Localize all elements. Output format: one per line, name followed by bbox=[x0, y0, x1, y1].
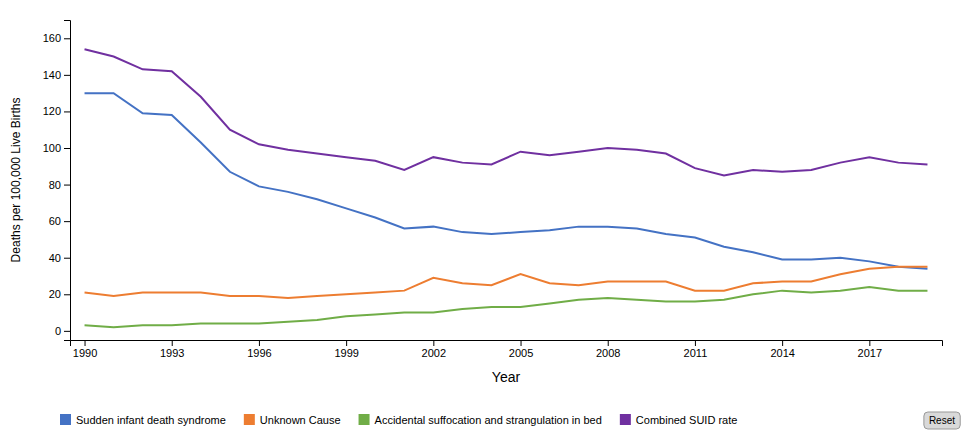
y-axis-line bbox=[64, 21, 71, 341]
x-axis-line bbox=[71, 341, 943, 347]
y-tick-mark bbox=[64, 258, 70, 259]
legend-item: Sudden infant death syndrome bbox=[60, 414, 226, 426]
x-tick: 1990 bbox=[73, 340, 97, 359]
legend-label: Combined SUID rate bbox=[636, 414, 738, 426]
y-tick-label: 40 bbox=[49, 252, 61, 264]
legend-item: Combined SUID rate bbox=[620, 414, 738, 426]
y-tick-mark bbox=[64, 148, 70, 149]
legend: Sudden infant death syndrome Unknown Caus… bbox=[60, 414, 737, 426]
x-axis: 1990 1993 1996 1999 2002 2005 2008 2011 2014 2017 bbox=[71, 340, 943, 359]
y-tick-mark bbox=[64, 38, 70, 39]
legend-item: Unknown Cause bbox=[244, 414, 341, 426]
y-tick: 160 bbox=[43, 32, 70, 44]
y-tick-label: 60 bbox=[49, 215, 61, 227]
y-tick: 100 bbox=[43, 142, 70, 154]
y-tick-label: 140 bbox=[43, 69, 61, 81]
x-tick-label: 2011 bbox=[684, 347, 708, 359]
y-tick-label: 120 bbox=[43, 105, 61, 117]
legend-label: Accidental suffocation and strangulation… bbox=[375, 414, 602, 426]
y-tick-label: 160 bbox=[43, 32, 61, 44]
series-group bbox=[85, 49, 928, 327]
y-tick: 140 bbox=[43, 69, 70, 81]
series-line bbox=[85, 287, 928, 327]
x-tick-label: 2005 bbox=[509, 347, 533, 359]
legend-swatch bbox=[60, 414, 71, 425]
series-line bbox=[85, 49, 928, 175]
x-tick: 2014 bbox=[770, 340, 794, 359]
legend-swatch bbox=[244, 414, 255, 425]
y-tick-mark bbox=[64, 111, 70, 112]
x-tick: 2005 bbox=[509, 340, 533, 359]
x-tick-label: 2008 bbox=[596, 347, 620, 359]
chart: 1990 1993 1996 1999 2002 2005 2008 2011 2014 2017… bbox=[0, 0, 967, 440]
y-tick-label: 20 bbox=[49, 288, 61, 300]
y-tick: 20 bbox=[49, 288, 70, 300]
annotation: Reset bbox=[924, 412, 960, 429]
y-tick-label: 0 bbox=[55, 325, 61, 337]
x-tick: 1996 bbox=[247, 340, 271, 359]
x-tick-label: 1999 bbox=[334, 347, 358, 359]
x-tick-mark bbox=[608, 340, 609, 346]
plot: 1990 1993 1996 1999 2002 2005 2008 2011 2014 2017… bbox=[43, 21, 943, 359]
x-tick-mark bbox=[433, 340, 434, 346]
x-tick-mark bbox=[172, 340, 173, 346]
y-axis-title: Deaths per 100,000 Live Births bbox=[9, 98, 23, 263]
x-tick-mark bbox=[782, 340, 783, 346]
legend-swatch bbox=[359, 414, 370, 425]
y-tick: 120 bbox=[43, 105, 70, 117]
x-tick: 1999 bbox=[334, 340, 358, 359]
y-axis: 0 20 40 60 80 100 120 140 160 bbox=[43, 21, 71, 341]
legend-item: Accidental suffocation and strangulation… bbox=[359, 414, 602, 426]
y-tick-label: 100 bbox=[43, 142, 61, 154]
y-tick: 40 bbox=[49, 252, 70, 264]
x-tick: 2011 bbox=[684, 340, 708, 359]
y-tick-label: 80 bbox=[49, 179, 61, 191]
x-tick-label: 1993 bbox=[160, 347, 184, 359]
x-tick: 2002 bbox=[422, 340, 446, 359]
y-tick: 0 bbox=[55, 325, 70, 337]
x-tick-mark bbox=[521, 340, 522, 346]
series-line bbox=[85, 267, 928, 298]
x-tick-label: 2014 bbox=[770, 347, 794, 359]
x-tick: 1993 bbox=[160, 340, 184, 359]
y-tick-mark bbox=[64, 221, 70, 222]
x-tick-label: 1996 bbox=[247, 347, 271, 359]
y-tick-mark bbox=[64, 185, 70, 186]
x-tick-label: 2002 bbox=[422, 347, 446, 359]
x-tick-label: 1990 bbox=[73, 347, 97, 359]
legend-swatch bbox=[620, 414, 631, 425]
x-tick-label: 2017 bbox=[858, 347, 882, 359]
y-tick: 80 bbox=[49, 179, 70, 191]
y-tick: 60 bbox=[49, 215, 70, 227]
legend-label: Unknown Cause bbox=[260, 414, 341, 426]
x-tick: 2017 bbox=[858, 340, 882, 359]
x-tick-mark bbox=[346, 340, 347, 346]
x-tick-mark bbox=[259, 340, 260, 346]
legend-label: Sudden infant death syndrome bbox=[76, 414, 226, 426]
x-tick-mark bbox=[85, 340, 86, 346]
annotation-text: Reset bbox=[929, 415, 955, 426]
y-tick-mark bbox=[64, 294, 70, 295]
y-tick-mark bbox=[64, 75, 70, 76]
x-axis-title: Year bbox=[492, 369, 521, 385]
series-line bbox=[85, 93, 928, 269]
y-tick-mark bbox=[64, 331, 70, 332]
x-tick-mark bbox=[869, 340, 870, 346]
x-tick: 2008 bbox=[596, 340, 620, 359]
x-tick-mark bbox=[695, 340, 696, 346]
annotation-box bbox=[924, 412, 960, 429]
